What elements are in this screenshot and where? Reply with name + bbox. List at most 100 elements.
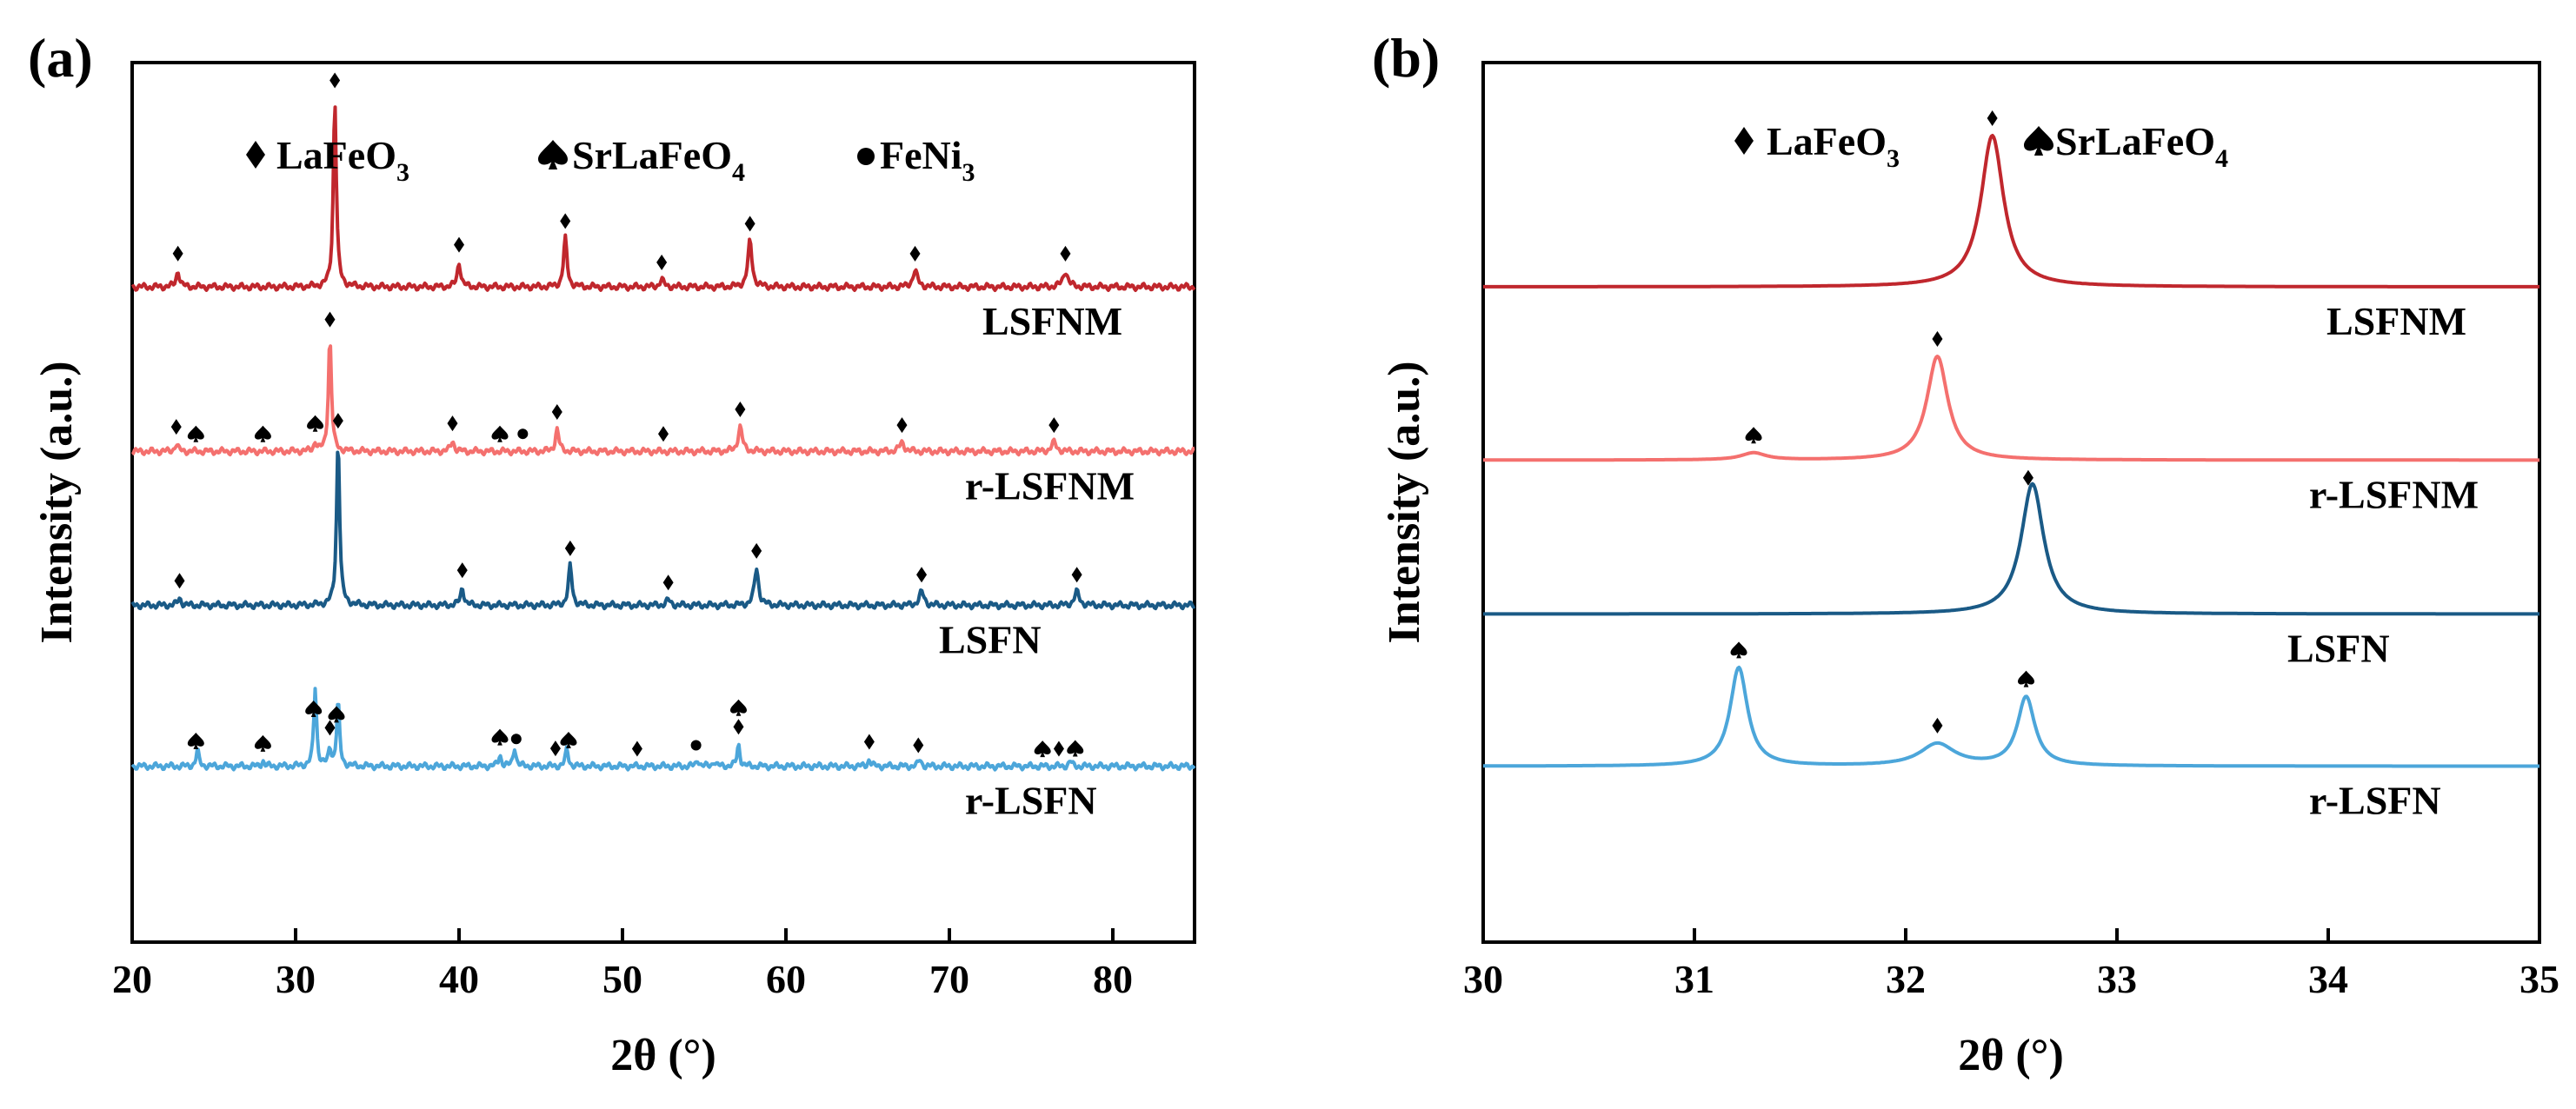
spade-icon	[491, 728, 509, 746]
spade-icon	[328, 706, 345, 723]
svg-text:FeNi3: FeNi3	[880, 133, 975, 187]
diamond-icon	[913, 737, 924, 754]
sample-label-lsfn: LSFN	[2287, 627, 2390, 671]
diamond-icon	[863, 734, 875, 750]
legend-label: LaFeO	[276, 133, 396, 177]
phase-markers-a	[170, 72, 1084, 758]
legend-label: SrLaFeO	[572, 133, 732, 177]
x-tick-label: 30	[276, 957, 316, 1001]
series-line-lsfnm	[1482, 134, 2540, 289]
svg-text:LaFeO3: LaFeO3	[1767, 119, 1900, 173]
legend-b: LaFeO3 SrLaFeO4	[1734, 119, 2228, 173]
x-tick-label: 50	[602, 957, 642, 1001]
diamond-icon	[456, 562, 468, 579]
diamond-icon	[170, 419, 182, 435]
spade-icon	[2024, 126, 2053, 156]
spade-icon	[254, 734, 271, 752]
panel-label-b: (b)	[1372, 27, 1440, 89]
curves-a	[130, 105, 1196, 772]
x-ticks-b: 30 31 32 33 34 35	[1463, 928, 2559, 1001]
x-tick-label: 34	[2308, 957, 2348, 1001]
panel-a: (a) 20 30 40 50 60 70 80 LSFNM r-LSFNM LSFN r-LSF…	[28, 27, 1196, 1080]
series-line-r-lsfn	[1482, 665, 2540, 768]
spade-icon	[187, 732, 204, 749]
sample-labels-b: LSFNM r-LSFNM LSFN r-LSFN	[2287, 299, 2479, 823]
legend-label: SrLaFeO	[2055, 119, 2215, 163]
diamond-icon	[662, 574, 674, 591]
legend-subscript: 3	[962, 158, 975, 187]
diamond-icon	[1060, 245, 1071, 262]
diamond-icon	[2022, 469, 2034, 486]
svg-text:SrLaFeO4: SrLaFeO4	[2055, 119, 2228, 173]
plot-frame-a	[130, 61, 1196, 944]
legend-subscript: 3	[396, 158, 409, 187]
legend-label: FeNi	[880, 133, 962, 177]
legend-subscript: 4	[2215, 144, 2228, 173]
diamond-icon	[1932, 330, 1943, 347]
legend-item-lafeo3-b: LaFeO3	[1734, 119, 1900, 173]
diamond-icon	[564, 540, 576, 556]
diamond-icon	[1987, 110, 1998, 126]
series-line-r-lsfnm	[130, 344, 1195, 457]
diamond-icon	[1048, 417, 1060, 434]
legend-item-srlafeo4-b: SrLaFeO4	[2024, 119, 2228, 173]
panel-b: (b) 30 31 32 33 34 35 LSFNMr-LSFNMLSFNr-LSFN …	[1372, 27, 2559, 1080]
diamond-icon	[1734, 127, 1754, 155]
spade-icon	[307, 415, 324, 432]
circle-icon	[517, 428, 529, 440]
x-tick-label: 70	[929, 957, 969, 1001]
x-axis-title-a: 2θ (°)	[610, 1031, 716, 1080]
spade-icon	[2018, 670, 2035, 687]
sample-label-r-lsfn: r-LSFN	[2309, 779, 2441, 823]
curves-b	[1482, 134, 2540, 768]
diamond-icon	[1053, 740, 1064, 757]
sample-label-r-lsfnm: r-LSFNM	[2309, 472, 2479, 516]
spade-icon	[729, 699, 747, 716]
diamond-icon	[551, 403, 562, 420]
phase-markers-b	[1730, 110, 2035, 734]
diamond-icon	[733, 719, 744, 735]
diamond-icon	[172, 245, 183, 262]
y-axis-title-b: Intensity (a.u.)	[1380, 361, 1429, 643]
diamond-icon	[560, 213, 571, 229]
legend-a: LaFeO3 SrLaFeO4 FeNi3	[246, 133, 975, 187]
diamond-icon	[658, 426, 669, 442]
diamond-icon	[1071, 567, 1082, 583]
spade-icon	[1034, 740, 1051, 758]
x-tick-label: 20	[112, 957, 152, 1001]
diamond-icon	[744, 216, 755, 232]
sample-label-lsfnm: LSFNM	[2326, 299, 2466, 343]
series-line-lsfn	[130, 450, 1196, 611]
plot-frame-b	[1481, 61, 2541, 944]
svg-text:LaFeO3: LaFeO3	[276, 133, 409, 187]
circle-icon	[857, 148, 875, 165]
diamond-icon	[329, 72, 341, 89]
spade-icon	[1730, 641, 1747, 659]
legend-subscript: 3	[1887, 144, 1900, 173]
x-tick-label: 80	[1093, 957, 1133, 1001]
diamond-icon	[631, 740, 642, 757]
spade-icon	[305, 701, 323, 718]
diamond-icon	[656, 254, 668, 270]
legend-item-lafeo3-a: LaFeO3	[246, 133, 409, 187]
legend-item-feni3-a: FeNi3	[857, 133, 975, 187]
diamond-icon	[896, 417, 908, 434]
spade-icon	[538, 140, 568, 169]
legend-item-srlafeo4-a: SrLaFeO4	[538, 133, 745, 187]
x-tick-label: 33	[2097, 957, 2137, 1001]
x-tick-label: 60	[766, 957, 806, 1001]
panel-label-a: (a)	[28, 27, 93, 89]
svg-text:SrLaFeO4: SrLaFeO4	[572, 133, 745, 187]
legend-label: LaFeO	[1767, 119, 1887, 163]
x-tick-label: 40	[439, 957, 479, 1001]
circle-icon	[510, 734, 522, 745]
diamond-icon	[549, 740, 561, 757]
diamond-icon	[447, 415, 458, 432]
y-axis-title-a: Intensity (a.u.)	[32, 361, 82, 643]
series-line-r-lsfnm	[1482, 355, 2540, 462]
spade-icon	[560, 731, 577, 748]
spade-icon	[1745, 427, 1762, 444]
x-tick-label: 35	[2519, 957, 2559, 1001]
diamond-icon	[751, 542, 762, 559]
